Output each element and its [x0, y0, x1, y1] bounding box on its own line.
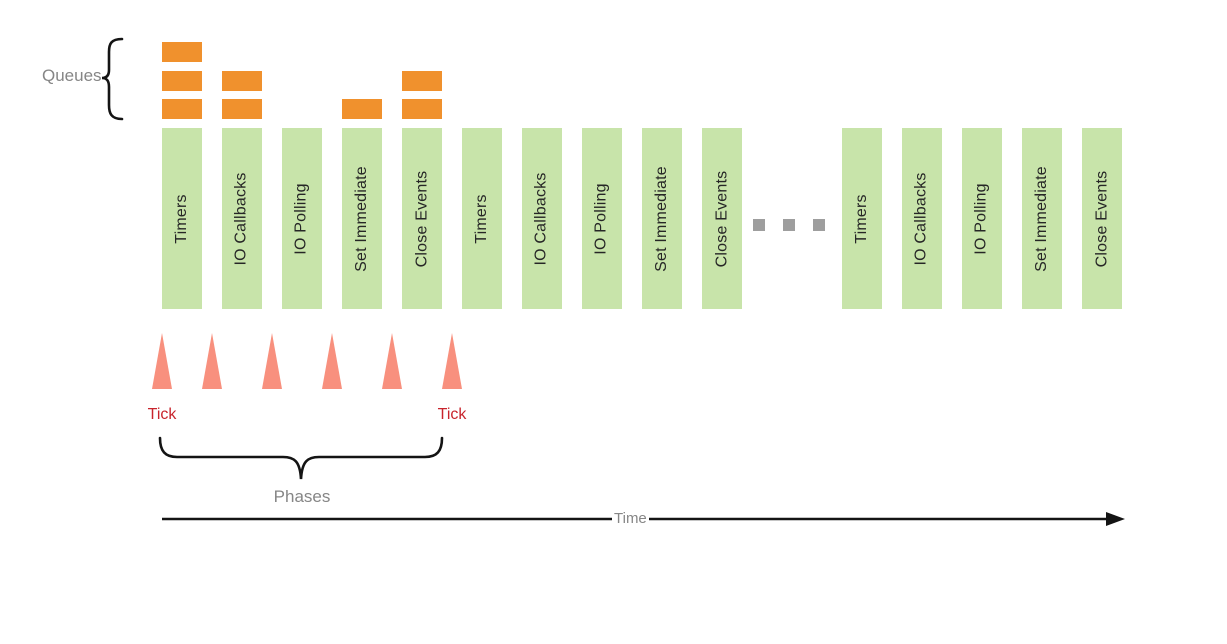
- phase-bar: IO Callbacks: [522, 128, 562, 309]
- phase-bar: IO Polling: [582, 128, 622, 309]
- phase-bar-label: Set Immediate: [1033, 165, 1051, 272]
- phase-bar-label: Set Immediate: [653, 165, 671, 272]
- phase-bar-label: IO Callbacks: [913, 171, 931, 266]
- phase-bar: Close Events: [402, 128, 442, 309]
- phase-bar: IO Polling: [282, 128, 322, 309]
- phase-bar-label: IO Callbacks: [233, 171, 251, 266]
- phase-bar-label: IO Polling: [293, 182, 310, 255]
- tick-label: Tick: [147, 406, 177, 423]
- phase-bar-label: Timers: [853, 193, 870, 244]
- phase-bar: Set Immediate: [1022, 128, 1062, 309]
- time-label: Time: [612, 510, 649, 527]
- phase-bar-label: Close Events: [713, 170, 731, 267]
- phase-bar: IO Callbacks: [902, 128, 942, 309]
- phase-bar: IO Callbacks: [222, 128, 262, 309]
- phase-bar-label: Set Immediate: [353, 165, 371, 272]
- tick-triangle-icon: [262, 333, 282, 389]
- queue-block: [342, 99, 382, 119]
- queues-brace-icon: [101, 37, 124, 121]
- tick-triangle-icon: [322, 333, 342, 389]
- queues-label: Queues: [42, 66, 102, 85]
- queue-block: [402, 99, 442, 119]
- phase-bar-label: IO Polling: [593, 182, 610, 255]
- phases-brace-icon: [158, 436, 444, 480]
- tick-label: Tick: [437, 406, 467, 423]
- ellipsis-dot: [783, 219, 795, 231]
- queue-block: [162, 99, 202, 119]
- queue-block: [222, 99, 262, 119]
- ellipsis-dot: [753, 219, 765, 231]
- ellipsis-dot: [813, 219, 825, 231]
- tick-triangle-icon: [442, 333, 462, 389]
- phase-bar: Timers: [462, 128, 502, 309]
- phase-bar: Set Immediate: [342, 128, 382, 309]
- time-arrowhead-icon: [1106, 512, 1125, 526]
- tick-triangle-icon: [202, 333, 222, 389]
- phase-bar: IO Polling: [962, 128, 1002, 309]
- phase-bar-label: Timers: [473, 193, 490, 244]
- phase-bar: Set Immediate: [642, 128, 682, 309]
- phase-bar-label: IO Polling: [973, 182, 990, 255]
- phase-bar-label: Close Events: [413, 170, 431, 267]
- phase-bar: Close Events: [702, 128, 742, 309]
- phase-bar-label: Timers: [173, 193, 190, 244]
- queue-block: [402, 70, 442, 91]
- tick-triangle-icon: [152, 333, 172, 389]
- tick-triangle-icon: [382, 333, 402, 389]
- phase-bar-label: IO Callbacks: [533, 171, 551, 266]
- queue-block: [162, 70, 202, 91]
- phase-bar: Close Events: [1082, 128, 1122, 309]
- queue-block: [222, 70, 262, 91]
- phase-bar-label: Close Events: [1093, 170, 1111, 267]
- phase-bar: Timers: [162, 128, 202, 309]
- phase-bar: Timers: [842, 128, 882, 309]
- queue-block: [162, 42, 202, 62]
- phases-label: Phases: [273, 487, 331, 506]
